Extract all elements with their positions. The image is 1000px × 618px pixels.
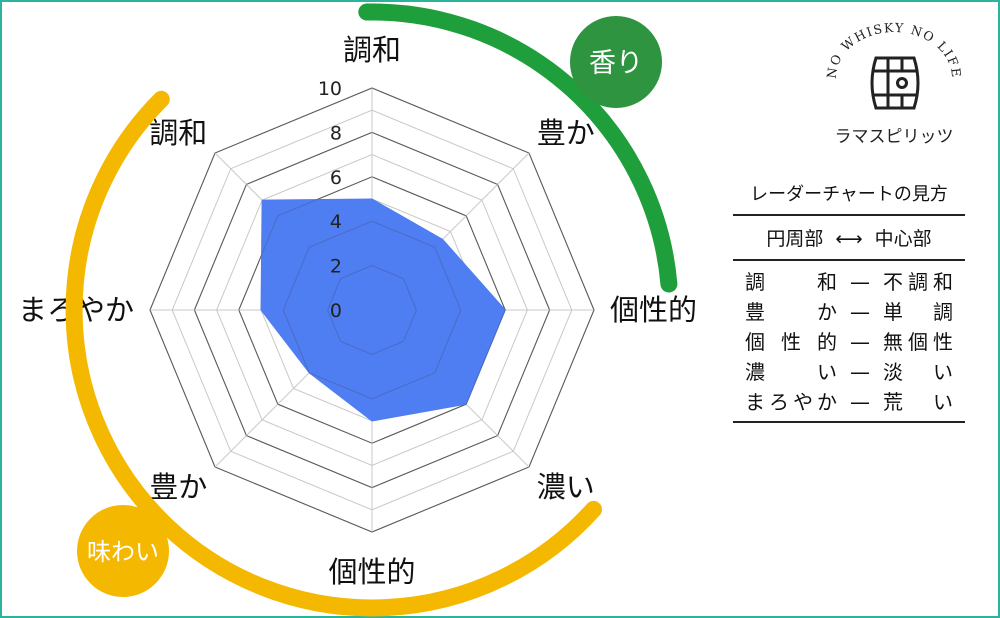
legend-row-right: 不調和 xyxy=(883,270,953,294)
axis-label: 個性的 xyxy=(610,293,697,327)
data-area xyxy=(260,198,506,422)
legend-divider xyxy=(733,421,965,423)
tick-label: 2 xyxy=(330,256,342,278)
axis-label: 調和 xyxy=(149,116,207,150)
aroma-badge-label: 香り xyxy=(589,48,643,79)
grid-ring-overlay xyxy=(238,176,506,444)
legend-header: 円周部 ⟷ 中心部 xyxy=(733,216,965,261)
legend-row-left: 豊か xyxy=(745,300,837,324)
legend-row-right: 無個性 xyxy=(883,330,953,354)
legend-dash: — xyxy=(850,360,870,384)
axis-label: 豊か xyxy=(149,470,207,504)
axis-label: 調和 xyxy=(343,33,401,67)
legend-row-right: 単調 xyxy=(883,300,953,324)
taste-badge-label: 味わい xyxy=(87,538,159,566)
legend-row-right: 荒い xyxy=(883,390,953,414)
double-arrow-icon: ⟷ xyxy=(835,228,863,250)
brand-logo: NO WHISKY NO LIFE ラマスピリッツ xyxy=(818,18,968,158)
legend-row: 調和 — 不調和 xyxy=(733,267,965,297)
legend-row: まろやか — 荒い xyxy=(733,387,965,417)
tick-label: 8 xyxy=(330,122,342,144)
axis-label: 濃い xyxy=(537,470,595,504)
aroma-badge xyxy=(570,16,662,108)
legend-row: 個性的 — 無個性 xyxy=(733,327,965,357)
legend-dash: — xyxy=(850,270,870,294)
grid-ring-overlay xyxy=(282,220,462,400)
legend-row-left: 個性的 xyxy=(745,330,837,354)
logo-brand-text: ラマスピリッツ xyxy=(835,127,954,147)
legend-dash: — xyxy=(850,300,870,324)
legend-row-left: 調和 xyxy=(745,270,837,294)
legend-row-right: 淡い xyxy=(883,360,953,384)
tick-label: 6 xyxy=(330,167,342,189)
tick-label: 4 xyxy=(330,211,342,233)
whisky-barrel-icon xyxy=(870,56,920,110)
grid-ring-overlay xyxy=(327,265,417,355)
tick-label: 0 xyxy=(330,300,342,322)
legend-row: 濃い — 淡い xyxy=(733,357,965,387)
legend-header-outer: 円周部 xyxy=(766,228,824,250)
legend-dash: — xyxy=(850,330,870,354)
legend-header-center: 中心部 xyxy=(874,228,932,250)
legend-panel: レーダーチャートの見方 円周部 ⟷ 中心部 調和 — 不調和 豊か — 単調 個… xyxy=(733,180,965,423)
taste-arc xyxy=(65,90,602,617)
grid-ring-overlay xyxy=(193,131,551,489)
tick-label: 10 xyxy=(318,78,342,100)
axis-label: 豊か xyxy=(537,116,595,150)
legend-row-left: 濃い xyxy=(745,360,837,384)
axis-label: 個性的 xyxy=(328,555,415,589)
legend-title: レーダーチャートの見方 xyxy=(733,180,965,216)
legend-row: 豊か — 単調 xyxy=(733,297,965,327)
legend-dash: — xyxy=(850,390,870,414)
legend-row-left: まろやか xyxy=(745,390,837,414)
taste-badge xyxy=(77,505,169,597)
aroma-arc xyxy=(358,3,678,293)
grid-ring-overlay xyxy=(149,87,595,533)
